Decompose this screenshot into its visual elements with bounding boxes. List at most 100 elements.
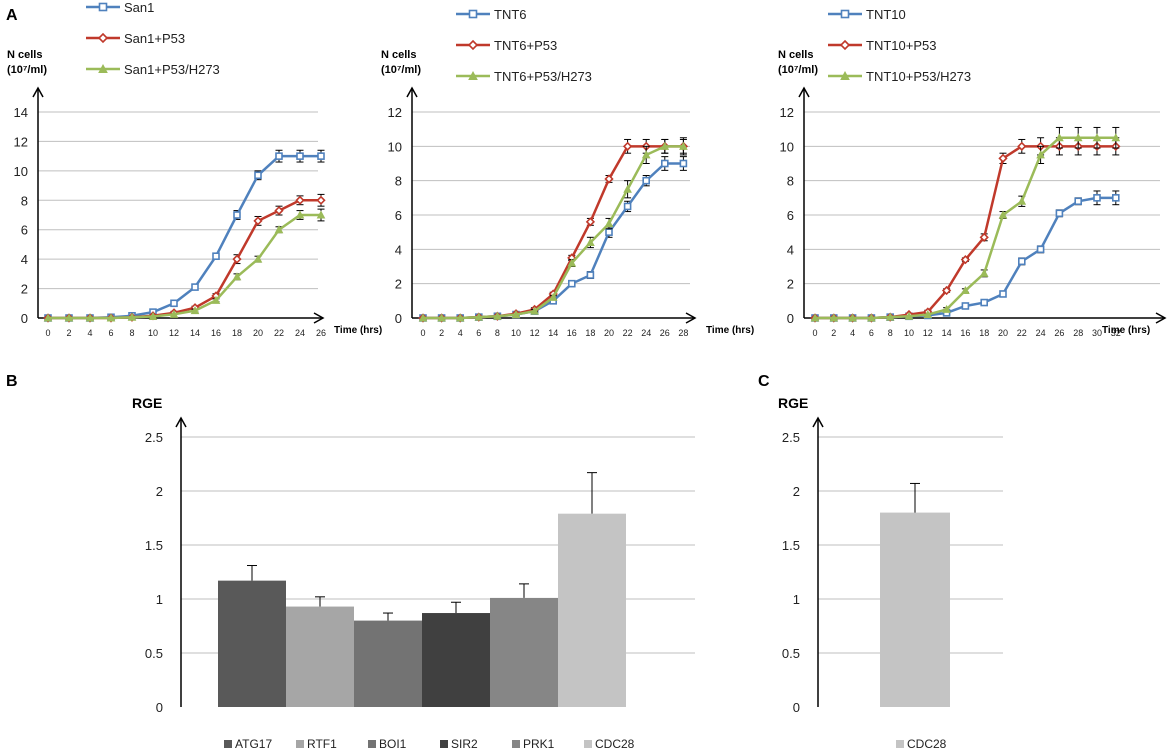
- y-tick-label: 2.5: [782, 430, 800, 445]
- x-tick-label: 10: [148, 328, 158, 338]
- y-tick-label: 10: [388, 139, 402, 154]
- legend-label: PRK1: [523, 737, 555, 751]
- y-tick-label: 1: [793, 592, 800, 607]
- y-tick-label: 0: [793, 700, 800, 715]
- bar: [286, 606, 354, 707]
- legend-swatch: [896, 740, 904, 748]
- x-tick-label: 2: [831, 328, 836, 338]
- data-point: [679, 159, 688, 168]
- x-tick-label: 8: [888, 328, 893, 338]
- data-point: [1017, 196, 1027, 205]
- bar: [558, 513, 626, 707]
- legend-label: CDC28: [595, 737, 635, 751]
- x-tick-label: 4: [850, 328, 855, 338]
- x-tick-label: 32: [1111, 328, 1121, 338]
- x-tick-label: 24: [295, 328, 305, 338]
- y-axis-unit: (10⁷/ml): [7, 64, 47, 76]
- data-point: [679, 141, 688, 150]
- data-point: [212, 252, 220, 260]
- rge-bar-chart-cdc28: 0 0.5 1 1.5 2 2.5 RGE CDC28: [778, 395, 1003, 751]
- y-tick-label: 4: [21, 252, 28, 267]
- series-line: [48, 154, 321, 320]
- data-point: [253, 254, 263, 263]
- data-point: [998, 153, 1008, 163]
- y-axis-title: RGE: [132, 395, 162, 411]
- data-point: [840, 9, 850, 19]
- data-point: [1017, 141, 1027, 151]
- data-point: [641, 150, 651, 159]
- data-point: [191, 283, 199, 291]
- data-point: [960, 255, 971, 265]
- x-tick-label: 16: [960, 328, 970, 338]
- data-point: [998, 210, 1008, 219]
- data-point: [885, 312, 895, 321]
- x-tick-label: 18: [585, 328, 595, 338]
- legend-label: TNT6+P53: [494, 38, 557, 53]
- x-tick-label: 14: [942, 328, 952, 338]
- x-tick-label: 28: [678, 328, 688, 338]
- series-line: [48, 213, 321, 320]
- y-tick-label: 4: [787, 242, 794, 257]
- data-point: [961, 302, 970, 310]
- x-tick-label: 10: [511, 328, 521, 338]
- data-point: [840, 70, 850, 80]
- x-tick-label: 26: [660, 328, 670, 338]
- x-tick-label: 0: [45, 328, 50, 338]
- legend-label: San1+P53: [124, 31, 185, 46]
- y-axis-arrow-icon: [32, 86, 44, 98]
- data-point: [493, 311, 502, 320]
- x-tick-label: 6: [869, 328, 874, 338]
- bar: [354, 620, 422, 707]
- data-point: [274, 225, 284, 234]
- y-tick-label: 12: [388, 105, 402, 120]
- x-tick-label: 8: [495, 328, 500, 338]
- x-tick-label: 22: [274, 328, 284, 338]
- data-point: [567, 279, 576, 288]
- y-tick-label: 6: [395, 208, 402, 223]
- data-point: [468, 70, 478, 80]
- data-point: [622, 141, 633, 151]
- data-point: [1111, 133, 1121, 142]
- data-point: [530, 306, 539, 315]
- data-point: [418, 313, 428, 322]
- legend-label: TNT10: [866, 7, 906, 22]
- data-point: [961, 285, 970, 295]
- data-point: [232, 272, 242, 281]
- y-tick-label: 1.5: [782, 538, 800, 553]
- data-point: [604, 219, 614, 228]
- y-tick-label: 6: [21, 223, 28, 238]
- data-point: [85, 313, 95, 322]
- y-axis-arrow-icon: [798, 86, 810, 98]
- data-point: [455, 313, 465, 322]
- x-tick-label: 14: [190, 328, 200, 338]
- y-tick-label: 2.5: [145, 430, 163, 445]
- x-tick-label: 2: [439, 328, 444, 338]
- data-point: [106, 313, 116, 322]
- legend-swatch: [584, 740, 592, 748]
- data-point: [642, 176, 651, 185]
- y-tick-label: 12: [14, 134, 28, 149]
- data-point: [586, 237, 595, 246]
- legend-label: San1+P53/H273: [124, 62, 220, 77]
- data-point: [468, 9, 478, 19]
- bar: [218, 580, 286, 707]
- x-tick-label: 22: [623, 328, 633, 338]
- data-point: [254, 171, 262, 180]
- data-point: [127, 312, 137, 321]
- x-tick-label: 14: [548, 328, 558, 338]
- x-tick-label: 18: [979, 328, 989, 338]
- data-point: [190, 306, 200, 315]
- x-tick-label: 0: [812, 328, 817, 338]
- x-axis-arrow-icon: [313, 312, 325, 324]
- x-tick-label: 22: [1017, 328, 1027, 338]
- y-tick-label: 0.5: [782, 646, 800, 661]
- x-tick-label: 12: [923, 328, 933, 338]
- y-tick-label: 2: [395, 277, 402, 292]
- x-tick-label: 18: [232, 328, 242, 338]
- x-tick-label: 12: [530, 328, 540, 338]
- panel-label-a: A: [6, 7, 18, 24]
- data-point: [1073, 133, 1083, 142]
- y-axis-title: RGE: [778, 395, 808, 411]
- x-axis-title: Time (hrs): [1102, 325, 1150, 336]
